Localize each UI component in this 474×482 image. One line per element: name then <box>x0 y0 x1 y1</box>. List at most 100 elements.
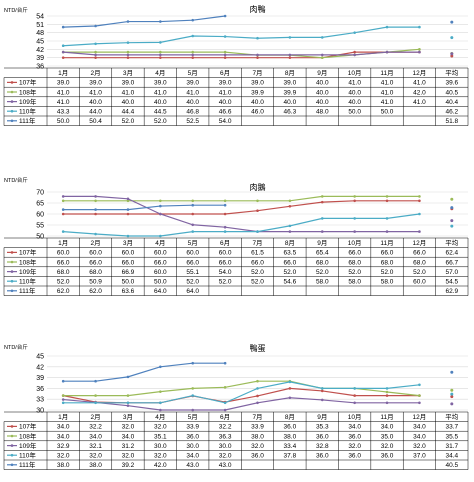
y-tick-label: 48 <box>36 30 44 37</box>
data-point <box>159 56 162 59</box>
data-label: 40.4 <box>445 99 458 106</box>
data-point <box>126 394 130 397</box>
series-line <box>63 381 420 404</box>
data-label: 66.0 <box>219 259 232 266</box>
data-label: 42.0 <box>154 462 167 469</box>
data-point <box>61 44 65 48</box>
legend-label: 110年 <box>19 107 36 116</box>
data-point <box>385 390 389 394</box>
data-table: 1月 2月 3月 4月 5月 6月 7月 8月 9月 10月 11月 12月 平均 107年 60.0 60.… <box>3 237 469 296</box>
column-header: 6月 <box>220 69 230 77</box>
column-header: 11月 <box>380 413 393 421</box>
column-header: 平均 <box>445 68 459 77</box>
data-point <box>256 36 259 40</box>
column-header: 12月 <box>413 413 427 421</box>
data-point <box>385 199 389 203</box>
data-label: 37.0 <box>413 453 426 460</box>
data-label: 52.0 <box>154 118 167 125</box>
data-point <box>256 56 259 59</box>
data-point <box>288 205 292 208</box>
column-header: 5月 <box>188 413 198 421</box>
legend-marker <box>10 444 14 447</box>
legend-marker <box>10 289 14 293</box>
y-tick-label: 30 <box>36 408 44 415</box>
data-label: 32.0 <box>348 443 361 450</box>
data-point <box>191 34 195 38</box>
data-point <box>191 387 195 390</box>
series-110年 <box>61 212 454 238</box>
data-point <box>320 230 324 233</box>
data-label: 65.4 <box>316 250 329 257</box>
data-label: 50.9 <box>89 279 102 286</box>
column-header: 8月 <box>285 239 295 247</box>
data-label: 46.8 <box>186 109 199 116</box>
data-label: 36.0 <box>186 433 199 440</box>
data-label: 36.0 <box>348 433 361 440</box>
data-label: 66.9 <box>122 269 135 276</box>
column-header: 平均 <box>445 238 459 247</box>
data-point <box>385 394 389 397</box>
y-tick-label: 60 <box>36 212 44 219</box>
data-point <box>385 387 389 390</box>
data-label: 41.0 <box>413 80 426 87</box>
data-point <box>126 56 130 59</box>
data-label: 41.0 <box>348 80 361 87</box>
legend-label: 109年 <box>19 267 37 276</box>
data-point <box>126 20 130 23</box>
legend-label: 107年 <box>19 422 37 431</box>
average-point <box>450 197 454 201</box>
data-label: 44.0 <box>89 109 102 116</box>
data-label: 36.0 <box>381 453 394 460</box>
data-point <box>126 401 130 405</box>
data-label: 32.2 <box>89 424 102 431</box>
data-label: 40.0 <box>89 99 102 106</box>
data-point <box>159 41 162 44</box>
series-line <box>63 51 420 59</box>
data-point <box>320 217 324 220</box>
data-point <box>256 209 259 212</box>
data-label: 66.7 <box>445 259 458 266</box>
data-label: 32.0 <box>413 443 426 450</box>
y-tick-label: 54 <box>36 14 44 21</box>
data-label: 40.0 <box>348 99 361 106</box>
data-label: 46.0 <box>251 109 264 116</box>
data-label: 41.0 <box>186 89 199 96</box>
data-label: 32.0 <box>251 443 264 450</box>
data-label: 66.0 <box>186 259 199 266</box>
y-tick-label: 42 <box>36 364 44 371</box>
data-point <box>126 208 130 211</box>
data-label: 63.5 <box>284 250 297 257</box>
data-point <box>256 387 259 390</box>
data-point <box>191 199 195 203</box>
data-point <box>191 223 195 227</box>
column-header: 1月 <box>58 69 68 77</box>
data-label: 40.0 <box>316 80 329 87</box>
column-header: 12月 <box>413 239 427 247</box>
data-label: 68.0 <box>348 259 361 266</box>
data-point <box>320 56 324 59</box>
data-label: 32.9 <box>57 443 70 450</box>
legend-label: 107年 <box>19 78 37 87</box>
y-axis-label: NTD/台斤 <box>4 6 28 14</box>
data-point <box>159 234 162 238</box>
series-line <box>63 200 420 215</box>
data-point <box>61 230 65 233</box>
series-109年 <box>61 50 454 57</box>
data-label: 52.0 <box>57 279 70 286</box>
data-point <box>191 50 195 54</box>
data-label: 60.0 <box>413 279 426 286</box>
data-label: 58.0 <box>348 279 361 286</box>
data-point <box>288 224 292 228</box>
data-label: 39.9 <box>284 89 297 96</box>
data-point <box>191 53 195 57</box>
column-header: 10月 <box>348 413 362 421</box>
legend-marker <box>10 279 14 283</box>
average-point <box>450 395 454 399</box>
data-label: 34.0 <box>57 424 70 431</box>
data-point <box>94 56 97 59</box>
y-tick-label: 45 <box>36 354 44 361</box>
data-label: 36.0 <box>251 453 264 460</box>
legend-marker <box>10 81 14 84</box>
data-point <box>61 50 65 54</box>
